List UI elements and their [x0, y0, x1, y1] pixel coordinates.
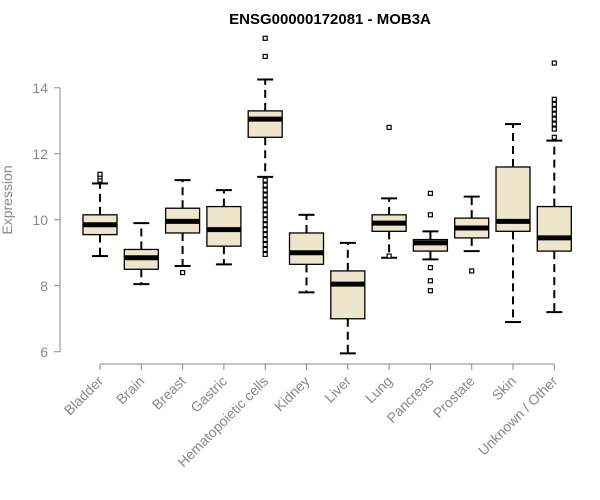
box-unknown-other [536, 60, 572, 314]
iqr-box [288, 232, 325, 265]
outlier-point [386, 253, 392, 259]
x-tick-label: Bladder [61, 373, 107, 419]
x-tick-label: Skin [489, 373, 520, 404]
y-tick-label: 8 [40, 278, 48, 294]
outlier-point [551, 126, 557, 132]
y-ticks: 6 8 10 12 14 [32, 80, 60, 360]
outlier-point [262, 182, 268, 188]
chart-title: ENSG00000172081 - MOB3A [229, 11, 431, 28]
outlier-point [262, 197, 268, 203]
outlier-point [262, 202, 268, 208]
x-tick-label: Lung [362, 373, 395, 406]
outlier-point [262, 222, 268, 228]
outlier-point [262, 241, 268, 248]
box-liver [330, 241, 366, 355]
outlier-point [262, 53, 268, 60]
y-axis-label: Expression [0, 165, 15, 234]
iqr-box [247, 110, 283, 138]
outlier-point [262, 212, 268, 218]
outlier-point [180, 269, 186, 276]
outlier-point [427, 212, 433, 218]
box-bladder [82, 171, 118, 258]
outlier-point [427, 265, 433, 271]
y-tick-label: 10 [32, 212, 48, 228]
outlier-point [551, 106, 557, 112]
outlier-point [551, 134, 557, 140]
x-tick-label: Prostate [430, 373, 478, 421]
outlier-point [386, 124, 392, 130]
outlier-point [262, 177, 268, 183]
outlier-point [262, 246, 268, 253]
box-hematopoietic-cells [247, 35, 283, 258]
outlier-point [551, 116, 557, 122]
y-tick-label: 12 [32, 146, 48, 162]
outlier-point [97, 171, 103, 177]
outlier-point [262, 236, 268, 243]
box-skin [495, 123, 531, 324]
y-tick-label: 14 [32, 80, 48, 96]
x-tick-label: Liver [321, 373, 354, 406]
box-breast [164, 179, 201, 276]
box-brain [123, 222, 159, 286]
box-pancreas [412, 190, 449, 294]
y-tick-label: 6 [40, 344, 48, 360]
box-prostate [454, 195, 490, 274]
outlier-point [551, 96, 557, 102]
outlier-point [427, 288, 433, 294]
outlier-point [469, 268, 475, 274]
box-lung [371, 124, 407, 259]
outlier-point [262, 232, 268, 238]
outlier-point [427, 190, 433, 196]
x-tick-label: Breast [149, 373, 189, 413]
outlier-point [551, 60, 557, 66]
boxes-group [82, 35, 572, 355]
box-gastric [206, 189, 242, 266]
iqr-box [536, 205, 572, 252]
outlier-point [262, 207, 268, 213]
outlier-point [551, 111, 557, 117]
x-tick-label: Brain [113, 373, 147, 407]
x-tick-label: Kidney [271, 373, 313, 415]
outlier-point [262, 217, 268, 223]
outlier-point [551, 121, 557, 127]
outlier-point [262, 251, 268, 258]
outlier-point [427, 278, 433, 284]
outlier-point [551, 101, 557, 107]
outlier-point [262, 227, 268, 233]
box-kidney [288, 213, 325, 294]
iqr-box [330, 270, 366, 320]
outlier-point [262, 192, 268, 198]
outlier-point [262, 187, 268, 193]
iqr-box [206, 205, 242, 247]
outlier-point [262, 35, 268, 41]
